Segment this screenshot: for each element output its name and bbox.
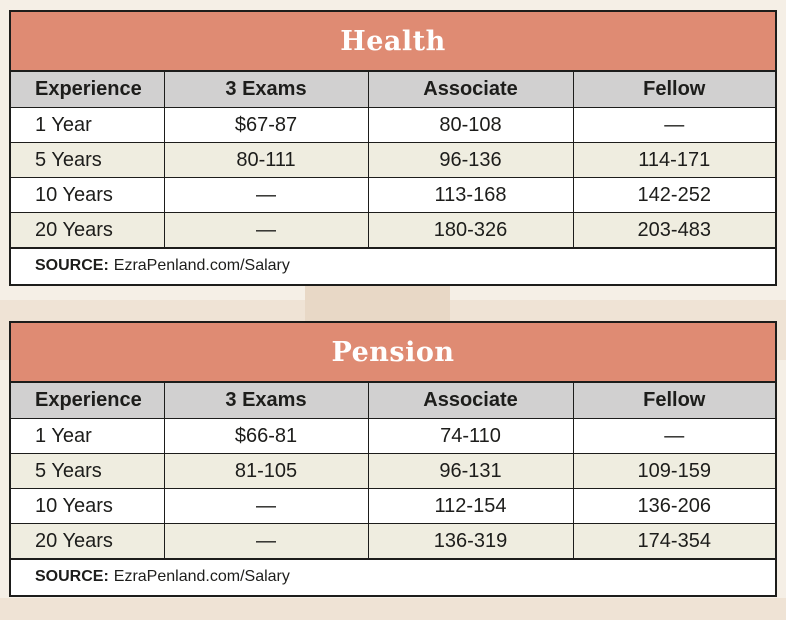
source-text: EzraPenland.com/Salary xyxy=(113,568,290,585)
table-cell: — xyxy=(163,212,369,248)
table-cell: — xyxy=(163,523,369,559)
source-label: SOURCE: xyxy=(35,568,109,585)
header-row: Experience 3 Exams Associate Fellow xyxy=(11,383,775,419)
table-cell: 20 Years xyxy=(11,523,165,559)
table-cell: 1 Year xyxy=(11,107,165,143)
column-header: Experience xyxy=(11,72,165,108)
table-cell: 80-108 xyxy=(367,107,574,143)
background-band-bottom xyxy=(0,598,786,620)
table-cell: 136-206 xyxy=(572,488,775,524)
table-cell: — xyxy=(163,177,369,213)
table-row: 1 Year $66-81 74-110 — xyxy=(11,418,775,454)
pension-table: Pension Experience 3 Exams Associate Fel… xyxy=(9,321,777,597)
table-cell: 1 Year xyxy=(11,418,165,454)
column-header: 3 Exams xyxy=(163,383,369,419)
table-cell: 5 Years xyxy=(11,453,165,489)
table-title: Pension xyxy=(11,323,775,383)
table-title: Health xyxy=(11,12,775,72)
table-cell: 10 Years xyxy=(11,177,165,213)
table-cell: 142-252 xyxy=(572,177,775,213)
table-cell: 10 Years xyxy=(11,488,165,524)
source-label: SOURCE: xyxy=(35,257,109,274)
table-row: 10 Years — 113-168 142-252 xyxy=(11,177,775,213)
table-cell: 180-326 xyxy=(367,212,574,248)
table-cell: 114-171 xyxy=(572,142,775,178)
table-row: 20 Years — 180-326 203-483 xyxy=(11,212,775,248)
health-table: Health Experience 3 Exams Associate Fell… xyxy=(9,10,777,286)
column-header: Fellow xyxy=(572,383,775,419)
health-data-table: Experience 3 Exams Associate Fellow 1 Ye… xyxy=(11,72,775,248)
table-cell: — xyxy=(572,107,775,143)
table-cell: 96-136 xyxy=(367,142,574,178)
source-note: SOURCE: EzraPenland.com/Salary xyxy=(11,559,775,594)
header-row: Experience 3 Exams Associate Fellow xyxy=(11,72,775,108)
table-cell: 109-159 xyxy=(572,453,775,489)
column-header: Experience xyxy=(11,383,165,419)
table-cell: 113-168 xyxy=(367,177,574,213)
background-post xyxy=(305,285,450,325)
table-row: 10 Years — 112-154 136-206 xyxy=(11,488,775,524)
table-cell: $66-81 xyxy=(163,418,369,454)
column-header: Associate xyxy=(367,383,574,419)
table-cell: 96-131 xyxy=(367,453,574,489)
table-cell: 81-105 xyxy=(163,453,369,489)
table-row: 5 Years 81-105 96-131 109-159 xyxy=(11,453,775,489)
table-cell: 174-354 xyxy=(572,523,775,559)
table-cell: $67-87 xyxy=(163,107,369,143)
table-cell: — xyxy=(163,488,369,524)
source-note: SOURCE: EzraPenland.com/Salary xyxy=(11,248,775,283)
table-cell: 80-111 xyxy=(163,142,369,178)
column-header: Fellow xyxy=(572,72,775,108)
column-header: Associate xyxy=(367,72,574,108)
table-cell: — xyxy=(572,418,775,454)
table-cell: 5 Years xyxy=(11,142,165,178)
table-cell: 136-319 xyxy=(367,523,574,559)
table-row: 1 Year $67-87 80-108 — xyxy=(11,107,775,143)
table-row: 5 Years 80-111 96-136 114-171 xyxy=(11,142,775,178)
pension-data-table: Experience 3 Exams Associate Fellow 1 Ye… xyxy=(11,383,775,559)
column-header: 3 Exams xyxy=(163,72,369,108)
table-row: 20 Years — 136-319 174-354 xyxy=(11,523,775,559)
table-cell: 203-483 xyxy=(572,212,775,248)
table-cell: 74-110 xyxy=(367,418,574,454)
table-cell: 20 Years xyxy=(11,212,165,248)
source-text: EzraPenland.com/Salary xyxy=(113,257,290,274)
table-cell: 112-154 xyxy=(367,488,574,524)
